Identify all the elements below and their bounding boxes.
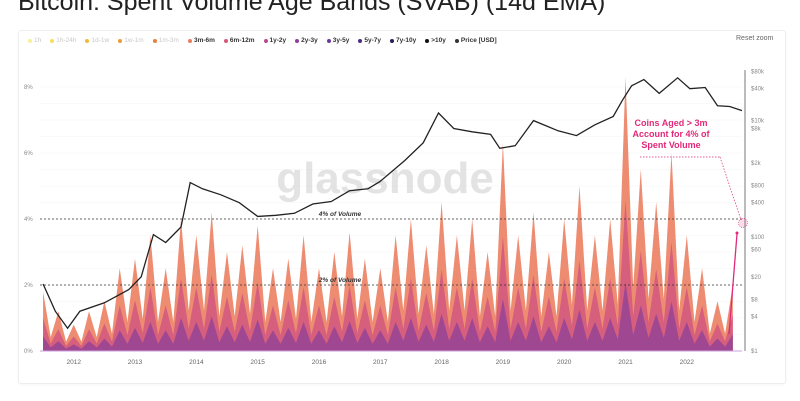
chart-title: Bitcoin: Spent Volume Age Bands (SVAB) (…: [18, 0, 606, 16]
annotation-arrow-head: [735, 231, 739, 235]
legend-label: 2y-3y: [301, 37, 318, 44]
legend-label: Price [USD]: [460, 37, 497, 44]
legend-dot-icon: [326, 38, 331, 43]
y-right-tick-label: $80k: [751, 70, 765, 76]
y-right-tick-label: $800: [751, 184, 765, 190]
legend-item[interactable]: 1w-1m: [118, 37, 144, 44]
reference-line-label: 4% of Volume: [318, 211, 362, 218]
annotation-circle: [738, 218, 748, 228]
legend-item[interactable]: 6m-12m: [223, 37, 255, 44]
legend-label: 3y-5y: [332, 37, 350, 44]
x-tick-label: 2012: [66, 359, 81, 366]
legend-item[interactable]: 2y-3y: [295, 37, 318, 44]
legend-item[interactable]: 1h: [28, 37, 41, 44]
y-left-tick-label: 8%: [24, 85, 33, 91]
x-tick-label: 2016: [312, 359, 327, 366]
legend-label: 1y-2y: [269, 37, 287, 44]
legend-dot-icon: [358, 38, 363, 43]
area-series-3m-6m: [43, 76, 733, 352]
legend-item[interactable]: 1d-1w: [85, 37, 109, 44]
legend-label: 1m-3m: [158, 37, 179, 44]
y-left-tick-label: 6%: [24, 151, 33, 157]
legend-item[interactable]: 7y-10y: [390, 37, 416, 44]
legend-dot-icon: [28, 38, 32, 43]
x-tick-label: 2015: [250, 359, 265, 366]
legend-label: 5y-7y: [364, 37, 381, 44]
legend-label: >10y: [431, 37, 446, 44]
y-right-tick-label: $4: [751, 315, 758, 321]
legend-item[interactable]: Price [USD]: [454, 37, 497, 44]
y-right-tick-label: $40k: [751, 87, 765, 93]
annotation-arrow: [728, 233, 738, 335]
legend: 1h 1h-24h 1d-1w 1w-1m 1m-3m 3m-6m 6m-12m 1y-2y 2…: [28, 37, 497, 44]
legend-dot-icon: [118, 38, 123, 43]
x-tick-label: 2021: [618, 359, 633, 366]
x-tick-label: 2013: [128, 359, 143, 366]
legend-dot-icon: [152, 38, 157, 43]
reset-zoom-button[interactable]: Reset zoom: [736, 35, 774, 42]
y-right-tick-label: $20: [751, 275, 762, 281]
x-tick-label: 2022: [680, 359, 695, 366]
annotation-pointer: [719, 156, 742, 221]
y-right-tick-label: $1: [751, 349, 758, 355]
legend-item[interactable]: 1m-3m: [152, 37, 179, 44]
legend-label: 1w-1m: [124, 37, 144, 44]
legend-label: 1h-24h: [56, 37, 77, 44]
annotation-text: Coins Aged > 3m Account for 4% of Spent …: [632, 118, 710, 150]
legend-dot-icon: [263, 38, 268, 43]
legend-item[interactable]: 3y-5y: [326, 37, 350, 44]
x-tick-label: 2017: [373, 359, 388, 366]
reference-line-label: 2% of Volume: [318, 277, 362, 284]
x-tick-label: 2019: [496, 359, 511, 366]
legend-dot-icon: [223, 38, 228, 43]
y-right-tick-label: $400: [751, 201, 765, 207]
legend-item[interactable]: 1y-2y: [263, 37, 287, 44]
y-right-tick-label: $8: [751, 298, 758, 304]
legend-label: 7y-10y: [396, 37, 417, 44]
legend-label: 1d-1w: [91, 37, 110, 44]
y-left-tick-label: 4%: [24, 217, 33, 223]
legend-item[interactable]: 3m-6m: [187, 37, 215, 44]
legend-dot-icon: [295, 38, 300, 43]
area-series-6m-12m: [43, 200, 733, 351]
y-left-tick-label: 0%: [24, 349, 33, 355]
legend-dot-icon: [187, 38, 192, 43]
area-series-1y-2y: [43, 282, 733, 351]
legend-label: 6m-12m: [229, 37, 255, 44]
y-right-tick-label: $10k: [751, 119, 765, 125]
legend-item[interactable]: >10y: [425, 37, 446, 44]
legend-dot-icon: [50, 38, 55, 43]
legend-dot-icon: [454, 38, 459, 43]
x-tick-label: 2020: [557, 359, 572, 366]
legend-dot-icon: [85, 38, 90, 43]
y-left-tick-label: 2%: [24, 283, 33, 289]
price-line: [42, 76, 743, 330]
legend-label: 3m-6m: [193, 37, 215, 44]
legend-label: 1h: [34, 37, 42, 44]
watermark: glassnode: [276, 154, 494, 203]
y-right-tick-label: $60: [751, 248, 762, 254]
x-tick-label: 2014: [189, 359, 204, 366]
y-right-tick-label: $100: [751, 235, 765, 241]
x-tick-label: 2018: [434, 359, 449, 366]
legend-item[interactable]: 5y-7y: [358, 37, 381, 44]
legend-dot-icon: [390, 38, 394, 43]
y-right-tick-label: $2k: [751, 161, 762, 167]
legend-dot-icon: [425, 38, 430, 43]
y-right-tick-label: $8k: [751, 127, 762, 133]
legend-item[interactable]: 1h-24h: [50, 37, 76, 44]
